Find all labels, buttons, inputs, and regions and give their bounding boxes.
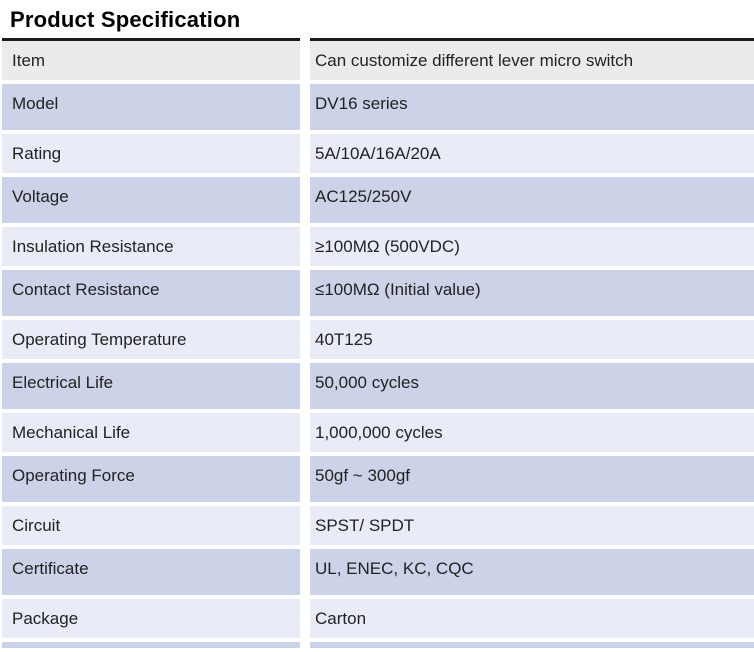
spec-label-cell: Voltage bbox=[2, 177, 300, 223]
column-gutter bbox=[300, 84, 310, 130]
spec-label-cell: Insulation Resistance bbox=[2, 227, 300, 266]
spec-value-cell: ≤100MΩ (Initial value) bbox=[310, 270, 754, 316]
spec-value-cell: SPST/ SPDT bbox=[310, 506, 754, 545]
spec-value-cell: 40T125 bbox=[310, 320, 754, 359]
spec-row: Package Carton bbox=[2, 599, 754, 638]
spec-label-cell: Certificate bbox=[2, 549, 300, 595]
spec-label-cell: Circuit bbox=[2, 506, 300, 545]
spec-header-row: Item Can customize different lever micro… bbox=[2, 38, 754, 80]
spec-label-cell: Electrical Life bbox=[2, 363, 300, 409]
spec-value-cell: 1,000,000 cycles bbox=[310, 413, 754, 452]
column-gutter bbox=[300, 599, 310, 638]
spec-value-cell: DV16 series bbox=[310, 84, 754, 130]
spec-row: Electrical Life 50,000 cycles bbox=[2, 363, 754, 409]
spec-value-cell: 50,000 cycles bbox=[310, 363, 754, 409]
column-gutter bbox=[300, 134, 310, 173]
column-gutter bbox=[300, 456, 310, 502]
spec-label-cell: Model bbox=[2, 84, 300, 130]
page-title: Product Specification bbox=[10, 7, 241, 32]
spec-label-cell: Operating Force bbox=[2, 456, 300, 502]
column-gutter bbox=[300, 506, 310, 545]
spec-value-cell bbox=[310, 642, 754, 648]
column-gutter bbox=[300, 227, 310, 266]
spec-value-cell: 5A/10A/16A/20A bbox=[310, 134, 754, 173]
spec-value-cell: Carton bbox=[310, 599, 754, 638]
spec-label-cell bbox=[2, 642, 300, 648]
column-gutter bbox=[300, 363, 310, 409]
spec-row: Voltage AC125/250V bbox=[2, 177, 754, 223]
spec-row: Operating Temperature 40T125 bbox=[2, 320, 754, 359]
spec-label-cell: Rating bbox=[2, 134, 300, 173]
column-gutter bbox=[300, 177, 310, 223]
spec-value-cell: UL, ENEC, KC, CQC bbox=[310, 549, 754, 595]
spec-row: Mechanical Life 1,000,000 cycles bbox=[2, 413, 754, 452]
spec-header-label-cell: Item bbox=[2, 38, 300, 80]
spec-row: Insulation Resistance ≥100MΩ (500VDC) bbox=[2, 227, 754, 266]
spec-label-cell: Package bbox=[2, 599, 300, 638]
spec-row: Contact Resistance ≤100MΩ (Initial value… bbox=[2, 270, 754, 316]
column-gutter bbox=[300, 642, 310, 648]
column-gutter bbox=[300, 38, 310, 80]
spec-label-cell: Operating Temperature bbox=[2, 320, 300, 359]
spec-row: Circuit SPST/ SPDT bbox=[2, 506, 754, 545]
spec-row: Operating Force 50gf ~ 300gf bbox=[2, 456, 754, 502]
cutoff-row bbox=[2, 642, 754, 648]
spec-header-value-cell: Can customize different lever micro swit… bbox=[310, 38, 754, 80]
spec-value-cell: 50gf ~ 300gf bbox=[310, 456, 754, 502]
spec-value-cell: ≥100MΩ (500VDC) bbox=[310, 227, 754, 266]
spec-row: Rating 5A/10A/16A/20A bbox=[2, 134, 754, 173]
spec-row: Certificate UL, ENEC, KC, CQC bbox=[2, 549, 754, 595]
column-gutter bbox=[300, 270, 310, 316]
spec-row: Model DV16 series bbox=[2, 84, 754, 130]
column-gutter bbox=[300, 320, 310, 359]
spec-value-cell: AC125/250V bbox=[310, 177, 754, 223]
column-gutter bbox=[300, 413, 310, 452]
spec-table: Item Can customize different lever micro… bbox=[2, 34, 754, 652]
column-gutter bbox=[300, 549, 310, 595]
spec-label-cell: Contact Resistance bbox=[2, 270, 300, 316]
spec-label-cell: Mechanical Life bbox=[2, 413, 300, 452]
